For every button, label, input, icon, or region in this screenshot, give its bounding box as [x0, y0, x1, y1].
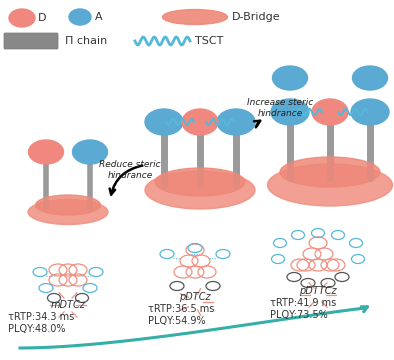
- Ellipse shape: [72, 140, 108, 164]
- Text: τRTP:36.5 ms: τRTP:36.5 ms: [148, 304, 214, 314]
- Ellipse shape: [162, 9, 227, 24]
- Text: PLQY:73.5%: PLQY:73.5%: [270, 310, 328, 320]
- Ellipse shape: [182, 109, 218, 135]
- Ellipse shape: [9, 9, 35, 27]
- Text: PLQY:54.9%: PLQY:54.9%: [148, 316, 206, 326]
- Ellipse shape: [273, 66, 307, 90]
- Ellipse shape: [268, 164, 392, 206]
- Ellipse shape: [35, 195, 100, 215]
- Ellipse shape: [69, 9, 91, 25]
- Text: Reduce steric
hindrance: Reduce steric hindrance: [99, 160, 161, 180]
- Ellipse shape: [353, 66, 388, 90]
- Text: A: A: [95, 12, 102, 22]
- Ellipse shape: [28, 199, 108, 225]
- Text: D: D: [38, 13, 46, 23]
- Text: mDTCz: mDTCz: [50, 300, 85, 310]
- Text: Increase steric
hindrance: Increase steric hindrance: [247, 98, 313, 118]
- Text: pDTTCz: pDTTCz: [299, 286, 337, 296]
- Ellipse shape: [280, 157, 380, 187]
- Ellipse shape: [312, 99, 348, 125]
- Text: Π chain: Π chain: [65, 36, 107, 46]
- FancyBboxPatch shape: [4, 33, 58, 49]
- Text: D-Bridge: D-Bridge: [232, 12, 281, 22]
- Text: pDTCz: pDTCz: [179, 292, 211, 302]
- Ellipse shape: [271, 99, 309, 125]
- Ellipse shape: [28, 140, 63, 164]
- Ellipse shape: [217, 109, 255, 135]
- Text: PLQY:48.0%: PLQY:48.0%: [8, 324, 65, 334]
- Ellipse shape: [155, 168, 245, 196]
- Ellipse shape: [145, 171, 255, 209]
- Text: TSCT: TSCT: [195, 36, 223, 46]
- Ellipse shape: [351, 99, 389, 125]
- Text: τRTP:41.9 ms: τRTP:41.9 ms: [270, 298, 336, 308]
- Text: τRTP:34.3 ms: τRTP:34.3 ms: [8, 312, 74, 322]
- Ellipse shape: [145, 109, 183, 135]
